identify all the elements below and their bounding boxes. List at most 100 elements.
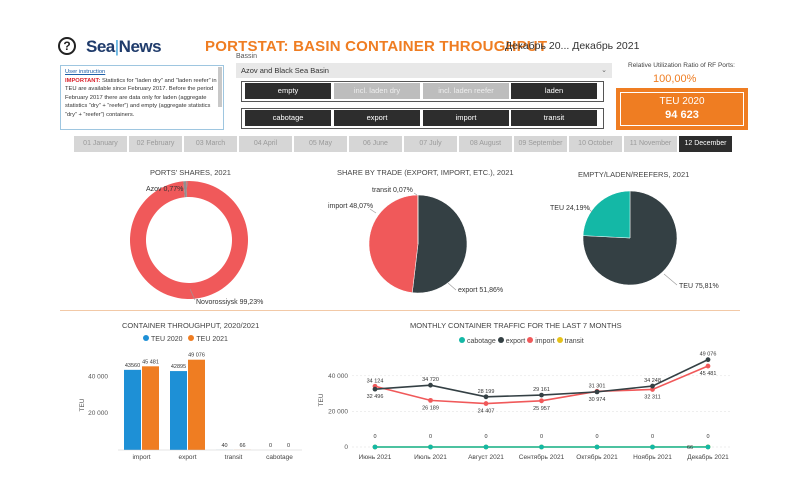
legend-label: export bbox=[505, 337, 526, 345]
bar-data-label: 66 bbox=[239, 443, 245, 449]
filter-button-empty[interactable]: empty bbox=[245, 83, 331, 99]
bassin-select[interactable]: Azov and Black Sea Basin ⌄ bbox=[236, 63, 612, 78]
date-from[interactable]: Декабрь 20... bbox=[505, 40, 570, 52]
month-button-2[interactable]: 02 February bbox=[129, 136, 182, 152]
pie-label: export 51,86% bbox=[458, 287, 503, 294]
month-button-8[interactable]: 08 August bbox=[459, 136, 512, 152]
month-button-1[interactable]: 01 January bbox=[74, 136, 127, 152]
bar-data-label: 49 076 bbox=[188, 353, 205, 359]
legend-item-export[interactable]: export bbox=[497, 337, 526, 345]
throughput-title: CONTAINER THROUGHPUT, 2020/2021 bbox=[122, 321, 260, 330]
line-data-label: 0 bbox=[706, 434, 709, 440]
legend-dot bbox=[527, 337, 534, 343]
month-button-3[interactable]: 03 March bbox=[184, 136, 237, 152]
month-button-12[interactable]: 12 December bbox=[679, 136, 732, 152]
data-point bbox=[539, 398, 544, 404]
line-data-label: 49 076 bbox=[700, 352, 717, 358]
line-data-label: 34 720 bbox=[422, 377, 439, 383]
legend-item-cabotage[interactable]: cabotage bbox=[459, 337, 496, 345]
info-scrollbar[interactable] bbox=[218, 67, 222, 107]
data-point bbox=[650, 444, 655, 450]
info-panel: User instruction IMPORTANT: Statistics f… bbox=[60, 65, 224, 130]
utilization-value: 100,00% bbox=[653, 73, 697, 85]
line-data-label: 32 496 bbox=[367, 394, 384, 400]
month-button-6[interactable]: 06 June bbox=[349, 136, 402, 152]
info-text: Statistics for “laden dry” and “laden re… bbox=[65, 77, 217, 118]
x-tick-label: cabotage bbox=[266, 454, 293, 461]
legend-label: import bbox=[535, 337, 555, 345]
ports-shares-title: PORTS' SHARES, 2021 bbox=[150, 168, 231, 177]
filter-button-export[interactable]: export bbox=[334, 110, 420, 126]
pie-slice bbox=[130, 181, 249, 299]
line-data-label: 28 199 bbox=[478, 389, 495, 395]
legend-dot bbox=[556, 337, 563, 343]
x-tick-label: Декабрь 2021 bbox=[687, 453, 729, 461]
bar-data-label: 43560 bbox=[125, 363, 140, 369]
data-point bbox=[650, 383, 655, 389]
share-by-trade-title: SHARE BY TRADE (EXPORT, IMPORT, etc.), 2… bbox=[337, 168, 514, 177]
y-tick-label: 40 000 bbox=[88, 373, 108, 380]
filter-button-incl-laden-reefer[interactable]: incl. laden reefer bbox=[423, 83, 509, 99]
y-tick-label: 20 000 bbox=[88, 410, 108, 417]
line-data-label: 26 189 bbox=[422, 405, 439, 411]
x-tick-label: Август 2021 bbox=[468, 454, 504, 461]
filter-button-laden[interactable]: laden bbox=[511, 83, 597, 99]
legend-label: TEU 2020 bbox=[151, 335, 183, 343]
line-legend: cabotage export import transit bbox=[459, 337, 584, 345]
x-tick-label: Ноябрь 2021 bbox=[633, 453, 672, 461]
bar-data-label: 0 bbox=[269, 443, 272, 449]
data-point bbox=[705, 444, 711, 450]
pie-leader-line bbox=[369, 208, 377, 214]
pie-slice bbox=[412, 194, 468, 294]
filter-button-incl-laden-dry[interactable]: incl. laden dry bbox=[334, 83, 420, 99]
empty-laden-title: EMPTY/LADEN/REEFERS, 2021 bbox=[578, 170, 690, 179]
filter-button-import[interactable]: import bbox=[423, 110, 509, 126]
bar bbox=[142, 366, 159, 450]
legend-dot bbox=[188, 335, 195, 341]
date-range[interactable]: Декабрь 20... Декабрь 2021 bbox=[505, 40, 639, 52]
data-point bbox=[372, 444, 378, 450]
x-tick-label: Октябрь 2021 bbox=[576, 453, 618, 461]
utilization-label: Relative Utilization Ratio of RF Ports: bbox=[628, 62, 735, 69]
legend-item-import[interactable]: import bbox=[527, 337, 555, 345]
line-data-label: 34 248 bbox=[644, 378, 661, 384]
line-data-label: 66 bbox=[687, 445, 693, 451]
month-selector: 01 January 02 February 03 March 04 April 05 … bbox=[74, 136, 732, 152]
container-type-filter bbox=[241, 81, 604, 102]
date-to[interactable]: Декабрь 2021 bbox=[572, 40, 640, 52]
x-tick-label: import bbox=[132, 454, 150, 461]
help-icon[interactable]: ? bbox=[58, 37, 76, 55]
month-button-11[interactable]: 11 November bbox=[624, 136, 677, 152]
seanews-logo: Sea|News bbox=[86, 37, 162, 57]
user-instruction-link[interactable]: User instruction bbox=[65, 69, 106, 75]
y-tick-label: 0 bbox=[344, 444, 348, 451]
legend-item-teu-2020[interactable]: TEU 2020 bbox=[143, 335, 183, 343]
line-data-label: 29 161 bbox=[533, 387, 550, 393]
pie-label: Azov 0,77% bbox=[146, 186, 183, 193]
bassin-label: Bassin bbox=[236, 53, 258, 60]
month-button-5[interactable]: 05 May bbox=[294, 136, 347, 152]
legend-dot bbox=[459, 337, 465, 343]
pie-label: import 48,07% bbox=[328, 203, 373, 210]
pie-leader-line bbox=[413, 192, 418, 196]
legend-item-teu-2021[interactable]: TEU 2021 bbox=[188, 335, 228, 343]
month-button-7[interactable]: 07 July bbox=[404, 136, 457, 152]
pie-leader-line bbox=[663, 273, 678, 286]
legend-item-transit[interactable]: transit bbox=[556, 337, 584, 345]
month-button-9[interactable]: 09 September bbox=[514, 136, 567, 152]
filter-button-transit[interactable]: transit bbox=[511, 110, 597, 126]
bar-data-label: 0 bbox=[287, 443, 290, 449]
line-data-label: 34 124 bbox=[367, 378, 384, 384]
bar bbox=[170, 371, 187, 450]
filter-button-cabotage[interactable]: cabotage bbox=[245, 110, 331, 126]
x-tick-label: Июнь 2021 bbox=[359, 454, 392, 461]
pie-label: TEU 75,81% bbox=[679, 283, 719, 290]
bar-data-label: 45 481 bbox=[142, 359, 159, 365]
bar-legend: TEU 2020 TEU 2021 bbox=[143, 335, 228, 343]
month-button-10[interactable]: 10 October bbox=[569, 136, 622, 152]
x-tick-label: transit bbox=[225, 454, 243, 461]
data-point bbox=[705, 363, 711, 369]
month-button-4[interactable]: 04 April bbox=[239, 136, 292, 152]
data-point bbox=[428, 397, 433, 403]
